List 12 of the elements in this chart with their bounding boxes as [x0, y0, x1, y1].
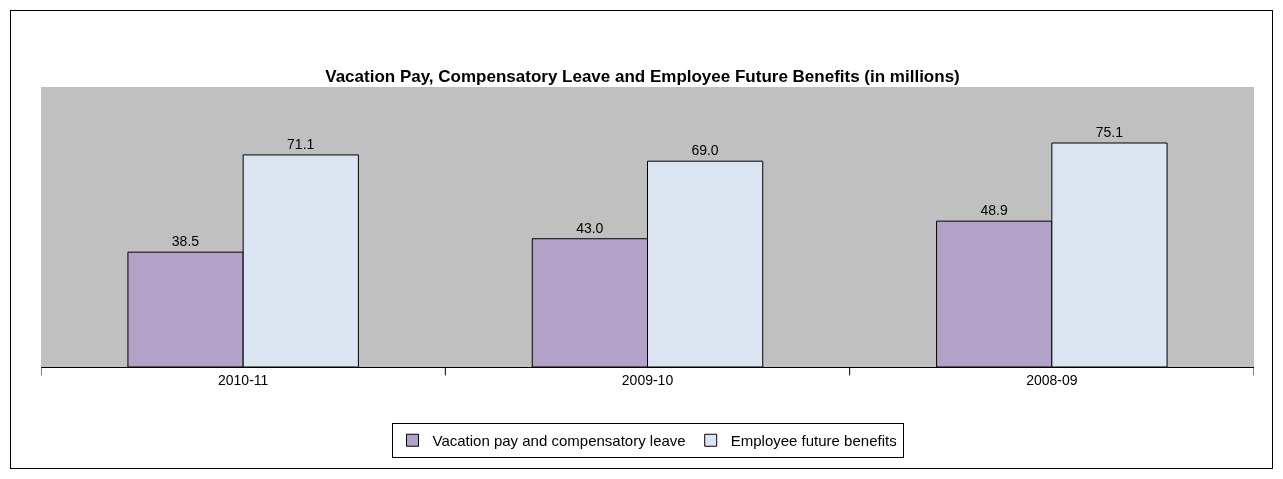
- legend-label: Vacation pay and compensatory leave: [432, 432, 686, 450]
- x-tick-label: 2009-10: [621, 371, 674, 388]
- chart-title: Vacation Pay, Compensatory Leave and Employee Future Benefits (in millions): [325, 66, 960, 86]
- x-tick-label: 2010-11: [218, 371, 269, 388]
- data-label: 43.0: [576, 219, 604, 236]
- data-label: 38.5: [171, 233, 200, 250]
- data-label: 69.0: [691, 142, 719, 159]
- legend-label: Employee future benefits: [730, 432, 897, 450]
- data-label: 48.9: [980, 202, 1008, 219]
- data-label: 71.1: [287, 135, 315, 152]
- data-label: 75.1: [1095, 124, 1124, 140]
- x-tick-label: 2008-09: [1026, 371, 1078, 388]
